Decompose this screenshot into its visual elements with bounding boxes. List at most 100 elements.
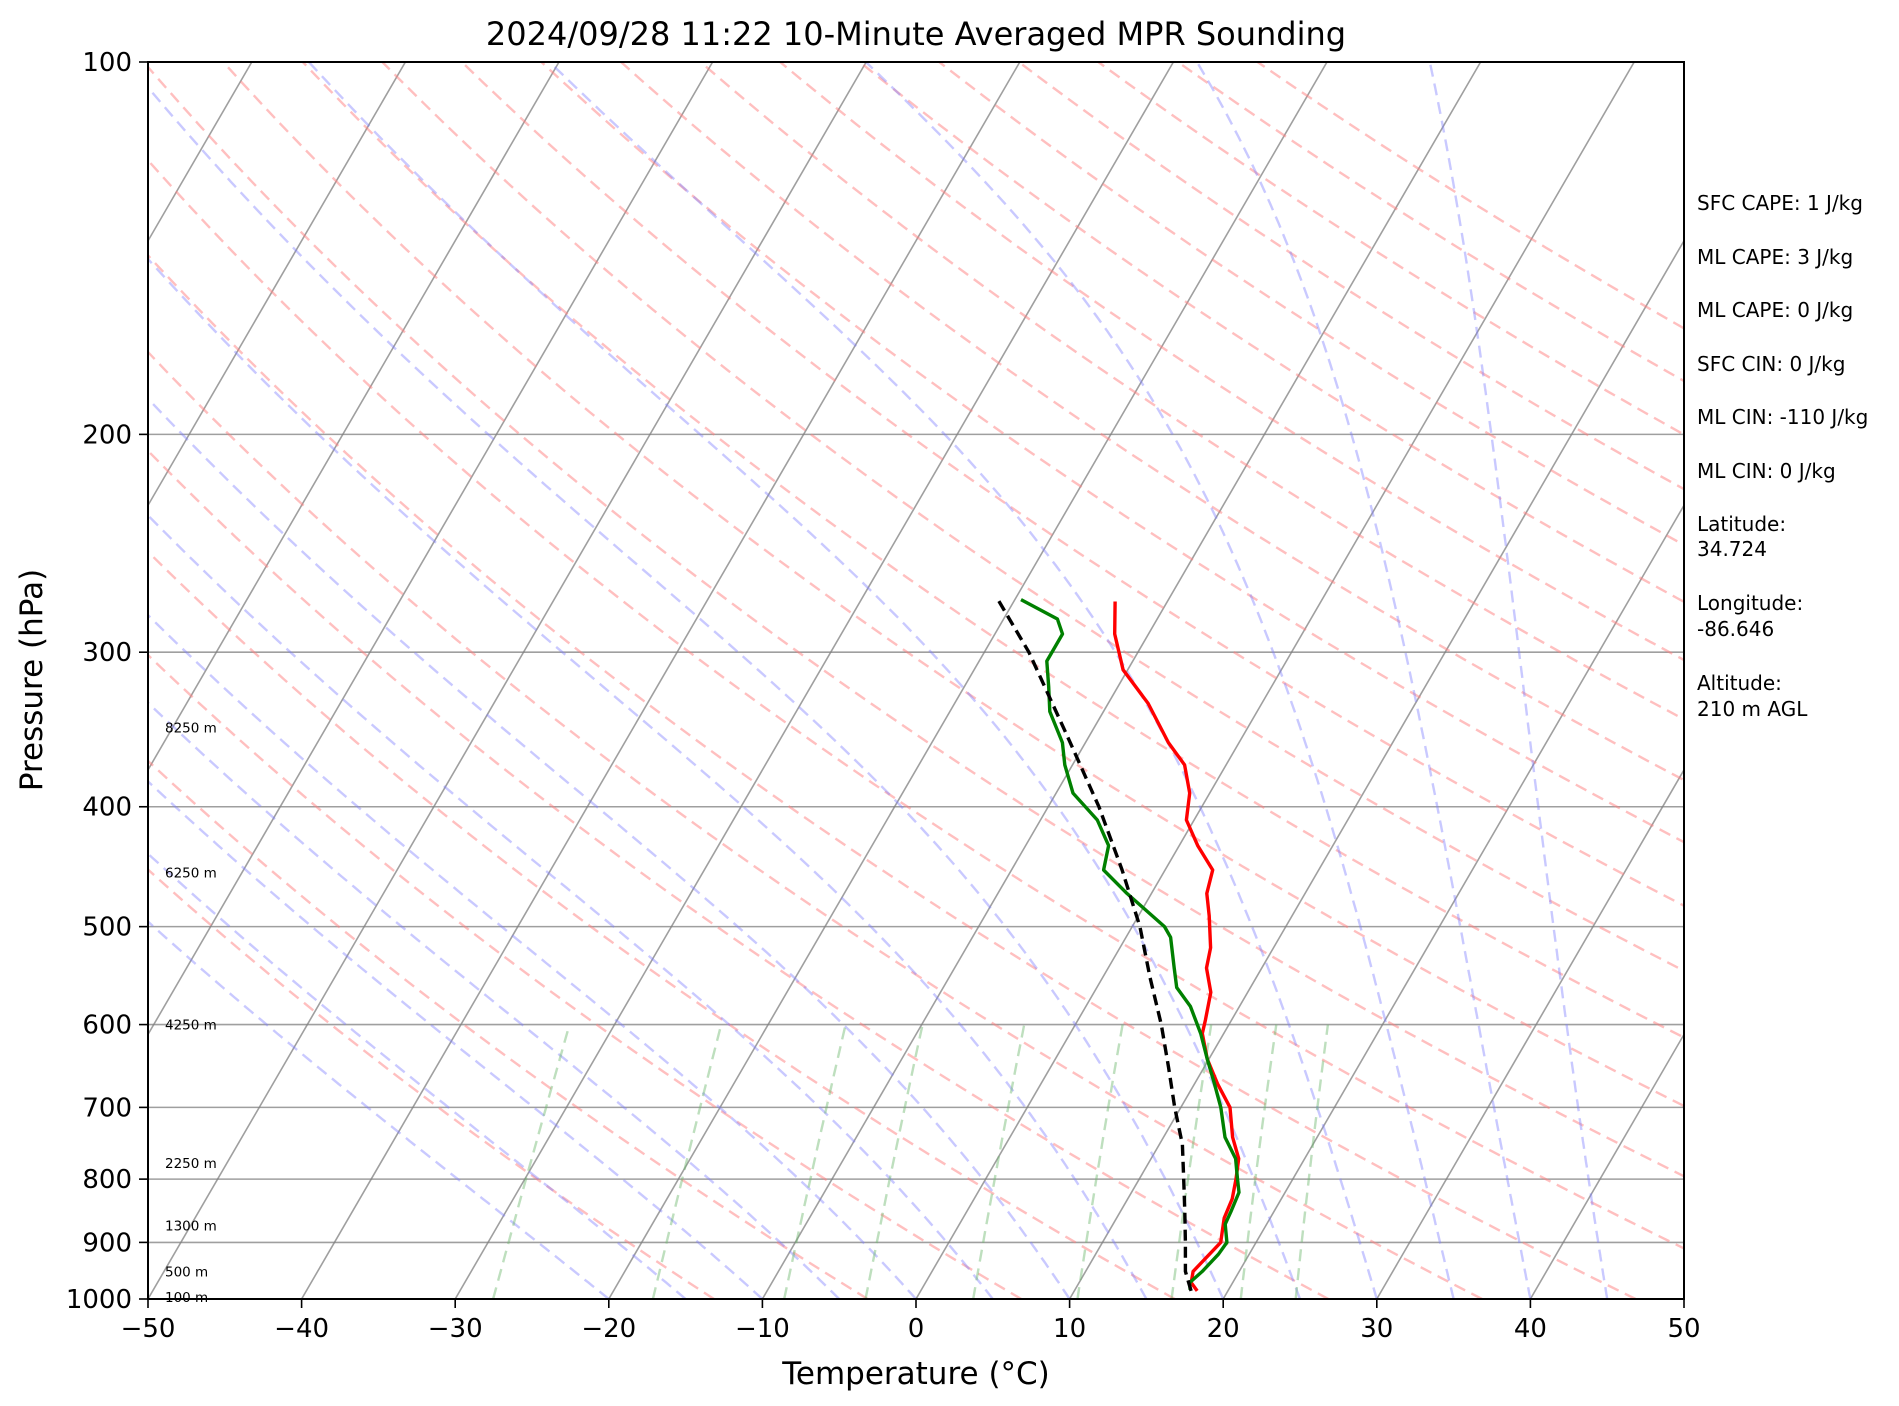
x-tick-label: 20 (1207, 1314, 1240, 1344)
stat-ml-cape-2: ML CAPE: 0 J/kg (1697, 298, 1853, 322)
longitude-value: -86.646 (1697, 617, 1774, 641)
moist-adiabat-line (548, 62, 1378, 1299)
isotherm-line (454, 62, 1175, 1299)
moist-adiabat-line (307, 62, 1302, 1299)
dry-adiabat-line (148, 653, 1022, 1299)
mixing-ratio-line (1294, 1024, 1330, 1299)
stat-ml-cin-2: ML CIN: 0 J/kg (1697, 459, 1836, 483)
isotherm-line (1376, 768, 1684, 1299)
height-labels: 100 m 500 m 1300 m 2250 m 4250 m 6250 m 8250 m (165, 720, 217, 1306)
isotherm-line (761, 62, 1482, 1299)
altitude-value: 210 m AGL (1697, 697, 1808, 721)
height-label: 1300 m (165, 1218, 217, 1234)
dry-adiabat-line (461, 62, 1684, 908)
stat-sfc-cape: SFC CAPE: 1 J/kg (1697, 191, 1863, 215)
mixing-ratio-line (1170, 1024, 1213, 1299)
isotherm-line (148, 62, 560, 772)
mixing-ratio-line (1076, 1024, 1124, 1299)
mixing-ratio-line (972, 1024, 1026, 1299)
isotherm-line (300, 62, 1021, 1299)
plot-frame (147, 61, 1685, 1300)
x-tick-label: −40 (274, 1314, 329, 1344)
dry-adiabat-line (1097, 62, 1684, 436)
chart-title: 2024/09/28 11:22 10-Minute Averaged MPR … (486, 15, 1346, 53)
dry-adiabat-line (148, 350, 1483, 1299)
y-tick-label: 600 (82, 1011, 132, 1041)
isotherm-line (148, 62, 867, 1299)
moist-adiabat-line (148, 701, 841, 1299)
x-tick-label: −20 (581, 1314, 636, 1344)
moist-adiabat-line (148, 85, 1225, 1299)
y-tick-label: 700 (82, 1093, 132, 1123)
stats-panel: SFC CAPE: 1 J/kg ML CAPE: 3 J/kg ML CAPE… (1697, 191, 1868, 721)
dry-adiabat-line (381, 62, 1684, 973)
y-tick-label: 500 (82, 913, 132, 943)
x-tick-label: −10 (735, 1314, 790, 1344)
height-label: 8250 m (165, 720, 217, 736)
y-tick-label: 900 (82, 1228, 132, 1258)
altitude-label: Altitude: (1697, 671, 1782, 695)
dry-adiabat-line (148, 449, 1329, 1299)
x-tick-label: −30 (428, 1314, 483, 1344)
dry-adiabat-line (148, 158, 1684, 1250)
isotherm-line (148, 62, 714, 1037)
isotherm-line (608, 62, 1328, 1299)
y-tick-label: 800 (82, 1165, 132, 1195)
dry-adiabat-line (1256, 62, 1684, 330)
longitude-label: Longitude: (1697, 591, 1803, 615)
dry-adiabat-line (540, 62, 1684, 844)
mixing-ratio-line (1239, 1024, 1278, 1299)
mixing-ratio-line (491, 1024, 571, 1299)
dry-adiabat-line (620, 62, 1684, 782)
moist-adiabat-line (148, 920, 610, 1299)
x-tick-label: 0 (908, 1314, 925, 1344)
isotherm-line (1529, 1032, 1684, 1299)
dry-adiabat-line (148, 253, 1637, 1299)
x-tick-label: 50 (1667, 1314, 1700, 1344)
mixing-ratio-line (651, 1024, 723, 1299)
x-tick-label: 30 (1360, 1314, 1393, 1344)
height-label: 4250 m (165, 1018, 217, 1034)
isotherm-line (148, 62, 407, 507)
isotherm-line (1068, 239, 1684, 1299)
moist-adiabat-line (148, 852, 687, 1299)
stat-ml-cin: ML CIN: -110 J/kg (1697, 405, 1868, 429)
moist-adiabat-line (148, 779, 764, 1299)
dewpoint-line (1020, 598, 1241, 1290)
dry-adiabat-line (699, 62, 1684, 721)
y-tick-label: 300 (82, 638, 132, 668)
x-tick-label: 40 (1514, 1314, 1547, 1344)
mixing-ratio-line (864, 1024, 924, 1299)
moist-adiabat-line (1195, 62, 1532, 1299)
latitude-label: Latitude: (1697, 512, 1786, 536)
moist-adiabat-line (148, 613, 917, 1299)
height-label: 500 m (165, 1264, 208, 1280)
axis-ticks: −50 −40 −30 −20 −10 0 10 20 30 40 50 100 200 300 400 50… (66, 48, 1701, 1344)
stat-sfc-cin: SFC CIN: 0 J/kg (1697, 352, 1845, 376)
height-label: 6250 m (165, 865, 217, 881)
moist-adiabat-line (1428, 62, 1609, 1299)
height-label: 100 m (165, 1290, 208, 1306)
isotherm-line (915, 62, 1635, 1299)
dry-adiabat-line (148, 550, 1176, 1299)
x-tick-label: 10 (1053, 1314, 1086, 1344)
y-axis-label: Pressure (hPa) (14, 569, 50, 791)
stat-ml-cape: ML CAPE: 3 J/kg (1697, 245, 1853, 269)
temperature-line (1113, 601, 1241, 1292)
moist-adiabat-line (148, 257, 1148, 1299)
dry-adiabat-line (1177, 62, 1684, 383)
moist-adiabat-line (865, 62, 1455, 1299)
background-lines (148, 62, 1684, 1299)
isotherm-line (1222, 503, 1684, 1299)
moist-adiabat-line (148, 396, 1071, 1299)
y-tick-label: 200 (82, 420, 132, 450)
latitude-value: 34.724 (1697, 537, 1767, 561)
y-tick-label: 1000 (66, 1285, 132, 1315)
mixing-ratio-line (783, 1024, 847, 1299)
dry-adiabat-line (222, 62, 1684, 1108)
x-tick-label: −50 (121, 1314, 176, 1344)
dry-adiabat-line (148, 65, 1684, 1178)
x-axis-label: Temperature (°C) (781, 1356, 1050, 1392)
y-tick-label: 400 (82, 793, 132, 823)
